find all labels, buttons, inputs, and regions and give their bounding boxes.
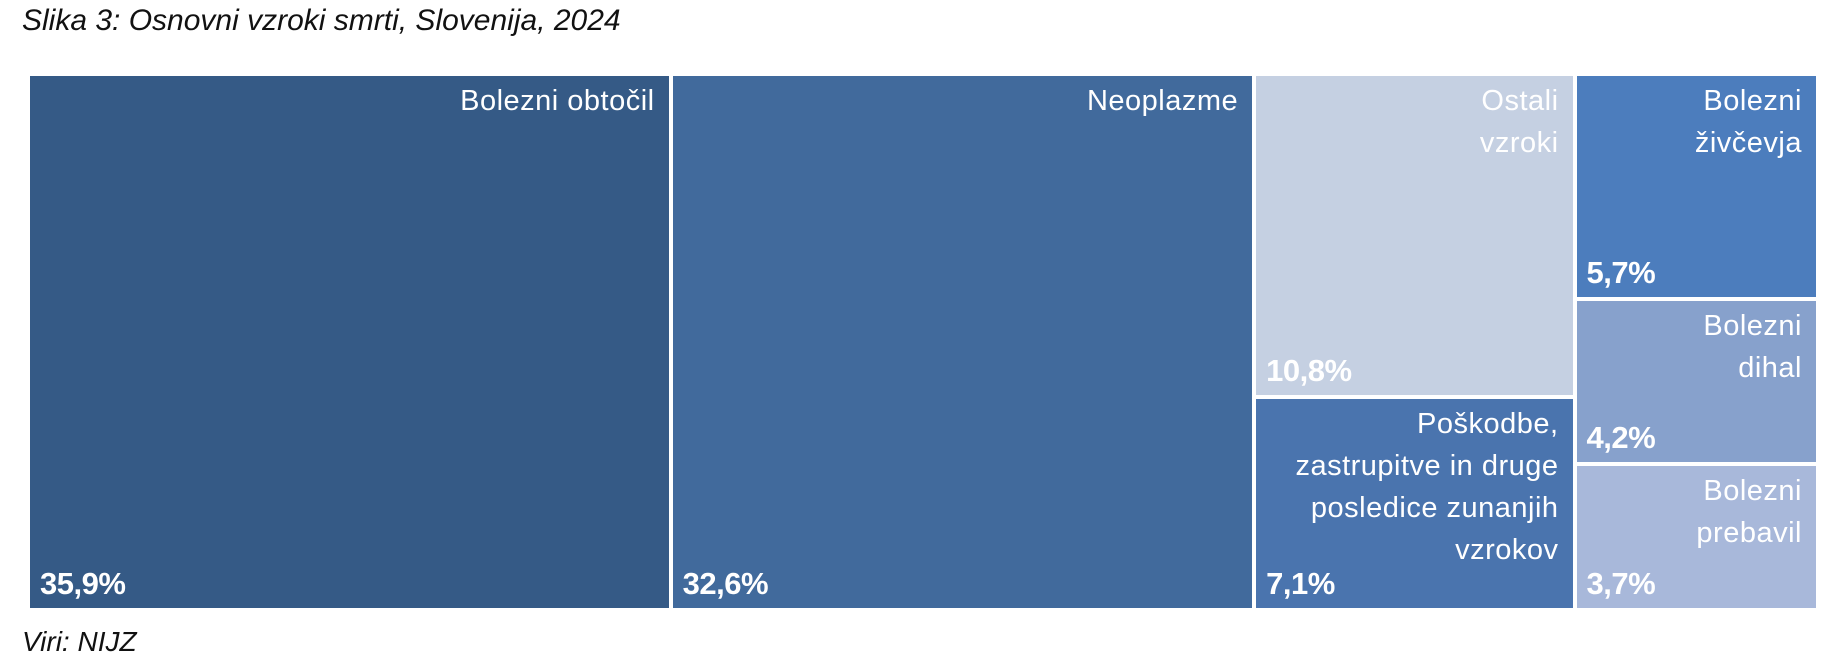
tile-label: Bolezni prebavil — [1696, 470, 1802, 554]
source-note: Viri: NIJZ — [22, 626, 137, 657]
tile-label: Neoplazme — [1087, 80, 1238, 122]
tile-label-line: Neoplazme — [1086, 85, 1239, 117]
treemap-tile: Poškodbe, zastrupitve in druge posledice z… — [1254, 397, 1575, 610]
tile-label-line: Ostali — [1481, 85, 1559, 117]
tile-label-line: Bolezni — [1703, 85, 1802, 117]
tile-value: 4,2% — [1586, 420, 1656, 456]
tile-value: 10,8% — [1266, 353, 1352, 389]
tile-value: 32,6% — [682, 566, 769, 601]
treemap-tile: Bolezni dihal 4,2% — [1574, 298, 1818, 465]
tile-value: 3,7% — [1586, 565, 1656, 601]
tile-label-line: prebavil — [1696, 517, 1802, 550]
tile-label: Bolezni dihal — [1703, 305, 1802, 389]
tile-label-line: Bolezni — [1703, 475, 1802, 508]
tile-value: 7,1% — [1266, 565, 1335, 601]
tile-label: Bolezni živčevja — [1695, 80, 1802, 164]
treemap-chart: Bolezni obtočil 35,9% Neoplazme 32,6% Ostali… — [28, 74, 1818, 610]
tile-label-line: Bolezni — [1703, 309, 1802, 342]
treemap-tile: Neoplazme 32,6% — [670, 74, 1255, 610]
tile-label-line: zastrupitve in druge — [1295, 450, 1559, 483]
tile-value: 5,7% — [1586, 254, 1656, 290]
tile-value: 35,9% — [40, 566, 126, 601]
tile-label-line: Poškodbe, — [1417, 408, 1559, 441]
tile-label: Bolezni obtočil — [460, 80, 655, 122]
treemap-tile: Bolezni živčevja 5,7% — [1574, 74, 1818, 299]
tile-label-line: Bolezni obtočil — [460, 85, 655, 117]
tile-label-line: živčevja — [1694, 127, 1802, 159]
tile-label-line: vzrokov — [1455, 534, 1559, 567]
treemap-tile: Ostali vzroki 10,8% — [1254, 74, 1575, 398]
tile-label-line: posledice zunanjih — [1310, 492, 1559, 525]
tile-label-line: vzroki — [1479, 127, 1559, 159]
tile-label-line: dihal — [1738, 351, 1802, 384]
tile-label: Poškodbe, zastrupitve in druge posledice z… — [1295, 403, 1558, 571]
treemap-tile: Bolezni prebavil 3,7% — [1574, 464, 1818, 610]
treemap-tile: Bolezni obtočil 35,9% — [28, 74, 671, 610]
chart-title: Slika 3: Osnovni vzroki smrti, Slovenija… — [22, 4, 621, 37]
tile-label: Ostali vzroki — [1480, 80, 1559, 164]
